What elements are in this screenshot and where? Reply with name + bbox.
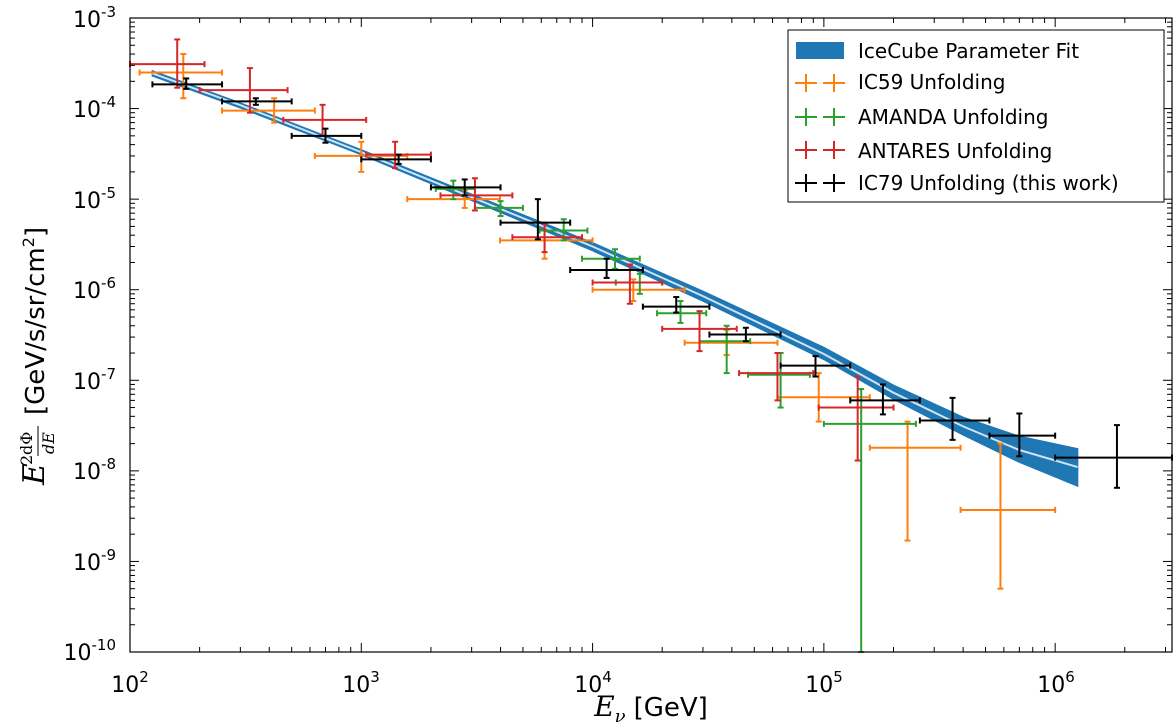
data-point — [151, 77, 224, 90]
x-tick-label: 102 — [111, 668, 149, 698]
data-point — [656, 300, 708, 324]
y-tick-label: 10-8 — [73, 455, 116, 485]
series-layer — [129, 38, 1173, 653]
legend-label-antares: ANTARES Unfolding — [858, 139, 1052, 163]
legend: IceCube Parameter Fit IC59 Unfolding AMA… — [787, 29, 1165, 203]
legend-label-fit: IceCube Parameter Fit — [858, 39, 1079, 63]
data-point — [708, 326, 782, 343]
plot-frame — [129, 17, 1173, 653]
legend-label-ic79: IC79 Unfolding (this work) — [858, 171, 1119, 195]
data-point — [661, 310, 738, 353]
data-point — [290, 127, 363, 144]
data-point — [129, 38, 206, 89]
legend-entries: IceCube Parameter Fit IC59 Unfolding AMA… — [795, 39, 1119, 195]
data-point — [959, 442, 1057, 590]
legend-fit-swatch — [796, 42, 844, 59]
series-3 — [151, 77, 1173, 489]
data-point — [360, 153, 432, 165]
y-tick-label: 10-5 — [73, 184, 116, 214]
data-point — [591, 263, 664, 305]
fit-band — [151, 69, 1079, 488]
data-point — [849, 383, 921, 416]
y-label-frac-num: dΦ — [17, 432, 36, 455]
data-point — [580, 248, 641, 270]
y-axis-label: E 2 dΦ dE [GeV/s/sr/cm2] — [17, 227, 58, 486]
data-point — [138, 53, 224, 100]
data-point — [429, 178, 502, 197]
data-point — [817, 375, 895, 462]
y-tick-label: 10-7 — [73, 365, 116, 395]
data-point — [738, 352, 815, 402]
y-label-unit: [GeV/s/sr/cm2] — [19, 227, 51, 415]
legend-label-ic59: IC59 Unfolding — [858, 70, 1005, 94]
x-axis-label: Eν [GeV] — [593, 690, 708, 722]
x-tick-label: 103 — [342, 668, 380, 698]
data-point — [868, 420, 962, 542]
data-point — [779, 355, 852, 378]
data-point — [918, 396, 991, 441]
data-point — [641, 296, 711, 314]
x-tick-labels: 102 103 104 105 106 — [111, 668, 1075, 698]
legend-label-amanda: AMANDA Unfolding — [858, 105, 1048, 129]
legend-box — [787, 29, 1165, 203]
data-point — [511, 223, 583, 254]
data-point — [221, 97, 293, 106]
y-tick-label: 10-4 — [73, 93, 116, 123]
y-tick-label: 10-10 — [64, 636, 117, 666]
y-tick-label: 10-3 — [73, 3, 116, 33]
data-point — [282, 103, 368, 137]
data-point — [198, 67, 289, 114]
legend-marker-amanda — [795, 108, 845, 126]
data-point — [988, 412, 1057, 458]
tick-layer — [129, 17, 1172, 653]
y-label-symbol: E — [17, 463, 52, 486]
y-label-sup: 2 — [17, 455, 36, 465]
y-tick-label: 10-6 — [73, 274, 116, 304]
data-point — [499, 198, 572, 241]
y-tick-labels: 10-10 10-9 10-8 10-7 10-6 10-5 10-4 10-3 — [64, 3, 117, 666]
data-point — [569, 257, 644, 279]
data-point — [473, 200, 524, 218]
x-tick-label: 106 — [1037, 668, 1075, 698]
legend-marker-antares — [795, 141, 845, 159]
legend-marker-ic59 — [795, 74, 845, 92]
y-tick-label: 10-9 — [73, 546, 116, 576]
legend-marker-ic79 — [795, 174, 845, 192]
x-tick-label: 104 — [574, 668, 612, 698]
data-point — [822, 388, 917, 653]
y-label-frac-den: dE — [39, 432, 58, 454]
data-point — [439, 177, 514, 212]
x-tick-label: 105 — [805, 668, 843, 698]
